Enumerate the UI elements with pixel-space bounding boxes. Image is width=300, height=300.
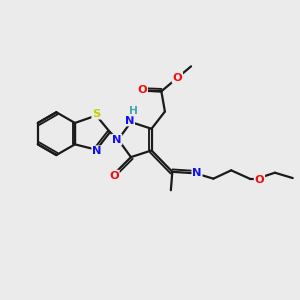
Text: O: O bbox=[255, 175, 264, 185]
Text: S: S bbox=[92, 109, 100, 119]
Text: H: H bbox=[129, 106, 138, 116]
Text: O: O bbox=[109, 171, 119, 181]
Text: O: O bbox=[172, 73, 182, 82]
Text: O: O bbox=[137, 85, 147, 94]
Text: N: N bbox=[125, 116, 134, 126]
Text: N: N bbox=[192, 168, 202, 178]
Text: N: N bbox=[92, 146, 102, 156]
Text: N: N bbox=[112, 135, 122, 145]
